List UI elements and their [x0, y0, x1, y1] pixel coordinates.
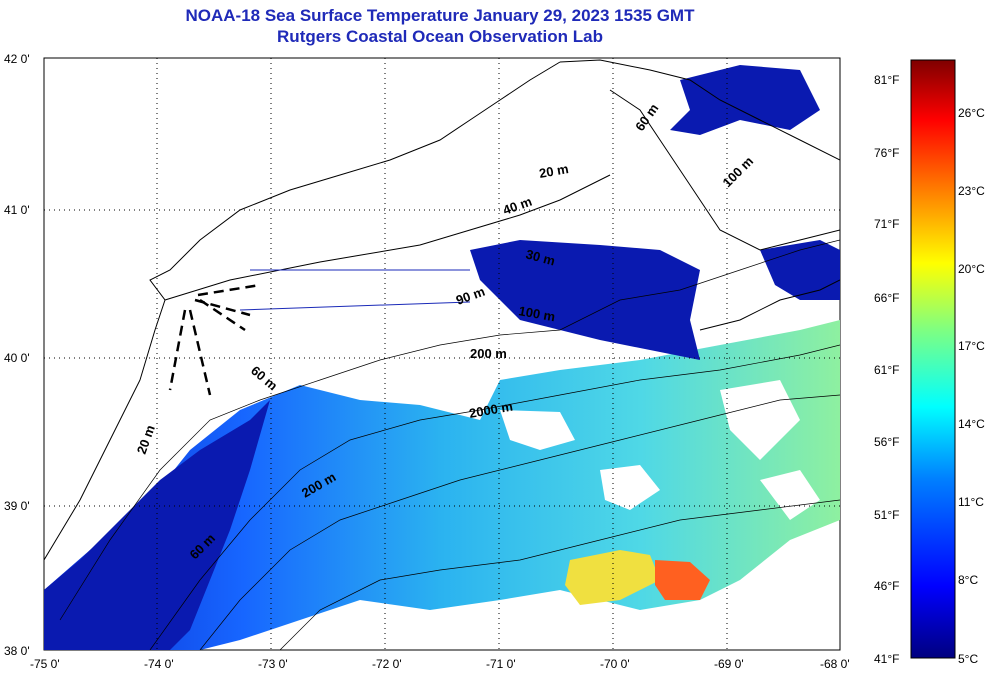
lon-tick-label: -68 0'	[820, 657, 850, 671]
lon-tick-label: -72 0'	[372, 657, 402, 671]
cloud-gap	[760, 470, 820, 520]
cloud-gap	[600, 465, 660, 510]
lon-tick-label: -73 0'	[258, 657, 288, 671]
colorbar-f-label: 51°F	[874, 508, 899, 522]
isobaths	[59, 239, 840, 650]
cold-coastal-water	[44, 400, 270, 650]
colorbar-c-label: 23°C	[958, 184, 985, 198]
warm-eddy-yellow	[565, 550, 660, 605]
contour-label: 100 m	[517, 303, 556, 324]
colorbar-f-label: 66°F	[874, 291, 899, 305]
lat-tick-label: 42 0'	[4, 52, 30, 66]
lon-tick-label: -74 0'	[144, 657, 174, 671]
cloud-gap	[500, 410, 575, 450]
colorbar-f-label: 61°F	[874, 363, 899, 377]
lat-tick-label: 41 0'	[4, 203, 30, 217]
longitude-axis: -75 0' -74 0' -73 0' -72 0' -71 0' -70 0…	[30, 657, 850, 671]
contour-label: 30 m	[524, 246, 557, 268]
cold-patch-north	[670, 65, 820, 135]
colorbar-c-label: 20°C	[958, 262, 985, 276]
lon-tick-label: -75 0'	[30, 657, 60, 671]
colorbar-f-label: 46°F	[874, 579, 899, 593]
lon-tick-label: -71 0'	[486, 657, 516, 671]
colorbar-f-label: 76°F	[874, 146, 899, 160]
latitude-axis: 42 0' 41 0' 40 0' 39 0' 38 0'	[4, 52, 30, 658]
colorbar-fahrenheit-labels: 81°F 76°F 71°F 66°F 61°F 56°F 51°F 46°F …	[874, 73, 899, 666]
contour-label: 200 m	[470, 346, 507, 361]
map-title: NOAA-18 Sea Surface Temperature January …	[185, 6, 695, 25]
map-subtitle: Rutgers Coastal Ocean Observation Lab	[277, 27, 603, 46]
lon-tick-label: -69 0'	[714, 657, 744, 671]
colorbar	[910, 59, 956, 659]
colorbar-f-label: 56°F	[874, 435, 899, 449]
cold-patch-east	[760, 240, 840, 300]
colorbar-c-label: 5°C	[958, 652, 978, 666]
shipping-lanes	[168, 283, 261, 396]
lat-tick-label: 40 0'	[4, 351, 30, 365]
graticule	[44, 58, 840, 650]
colorbar-f-label: 81°F	[874, 73, 899, 87]
colorbar-c-label: 11°C	[958, 495, 984, 509]
contour-label: 20 m	[538, 161, 570, 181]
colorbar-c-label: 8°C	[958, 573, 978, 587]
colorbar-c-label: 14°C	[958, 417, 985, 431]
colorbar-c-label: 26°C	[958, 106, 985, 120]
warm-eddy-orange	[655, 560, 710, 600]
lat-tick-label: 39 0'	[4, 499, 30, 513]
lon-tick-label: -70 0'	[600, 657, 630, 671]
colorbar-celsius-labels: 26°C 23°C 20°C 17°C 14°C 11°C 8°C 5°C	[958, 106, 985, 666]
lat-tick-label: 38 0'	[4, 644, 30, 658]
colorbar-f-label: 71°F	[874, 217, 899, 231]
colorbar-f-label: 41°F	[874, 652, 899, 666]
sst-data-layer	[44, 65, 840, 650]
colorbar-c-label: 17°C	[958, 339, 985, 353]
cold-patch-shelf	[470, 240, 700, 360]
